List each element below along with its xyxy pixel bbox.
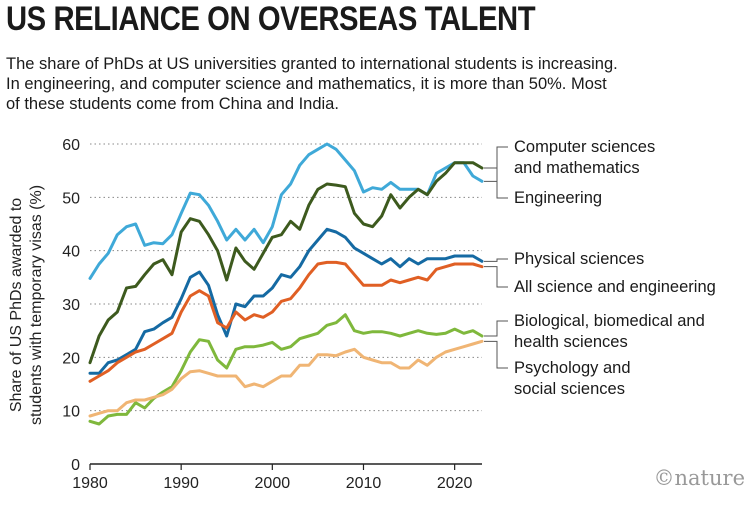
y-tick-labels: 0 10 20 30 40 50 60 (62, 137, 80, 474)
x-tick-labels: 1980 1990 2000 2010 2020 (72, 464, 473, 492)
series-label: and mathematics (514, 159, 640, 177)
leader-line (484, 320, 508, 337)
y-tick-label: 10 (62, 404, 80, 421)
y-tick-label: 20 (62, 350, 80, 367)
y-tick-label: 50 (62, 190, 80, 207)
y-axis-label-line: students with temporary visas (%) (28, 185, 45, 425)
series-line (88, 339, 484, 418)
series-label: health sciences (514, 333, 628, 351)
y-axis-label-line: Share of US PhDs awarded to (8, 198, 25, 412)
series-line (88, 227, 484, 375)
series-line (88, 260, 484, 383)
x-tick-label: 1980 (72, 475, 108, 492)
series-label: All science and engineering (514, 278, 716, 296)
series-label: Biological, biomedical and (514, 312, 705, 330)
grid-lines (90, 143, 482, 465)
series-label: Physical sciences (514, 250, 644, 268)
y-tick-label: 60 (62, 137, 80, 154)
series-label: social sciences (514, 380, 625, 398)
leader-line (484, 258, 508, 262)
series-lines (88, 142, 484, 426)
page-title: US RELIANCE ON OVERSEAS TALENT (6, 0, 536, 38)
y-tick-label: 30 (62, 297, 80, 314)
y-tick-label: 0 (71, 457, 80, 474)
leader-line (484, 167, 508, 199)
x-tick-label: 2010 (346, 475, 382, 492)
x-tick-label: 2020 (437, 475, 473, 492)
x-tick-label: 2000 (255, 475, 291, 492)
series-label: Psychology and (514, 359, 631, 377)
series-line (88, 161, 484, 365)
y-axis-label: Share of US PhDs awarded to students with… (8, 185, 45, 425)
series-labels: Computer sciences and mathematics Engineer… (514, 138, 716, 398)
leader-line (484, 266, 508, 288)
subtitle-line: In engineering, and computer science and… (6, 75, 607, 93)
subtitle: The share of PhDs at US universities gra… (6, 54, 746, 114)
leader-line (484, 340, 508, 369)
x-tick-label: 1990 (163, 475, 199, 492)
series-label: Engineering (514, 189, 602, 207)
subtitle-line: of these students come from China and In… (6, 95, 339, 113)
nature-logo: ©nature (653, 466, 745, 490)
leader-line (484, 146, 508, 182)
y-tick-label: 40 (62, 244, 80, 261)
label-leaders (484, 146, 508, 369)
series-label: Computer sciences (514, 138, 655, 156)
series-line (88, 142, 484, 280)
subtitle-line: The share of PhDs at US universities gra… (6, 55, 618, 73)
